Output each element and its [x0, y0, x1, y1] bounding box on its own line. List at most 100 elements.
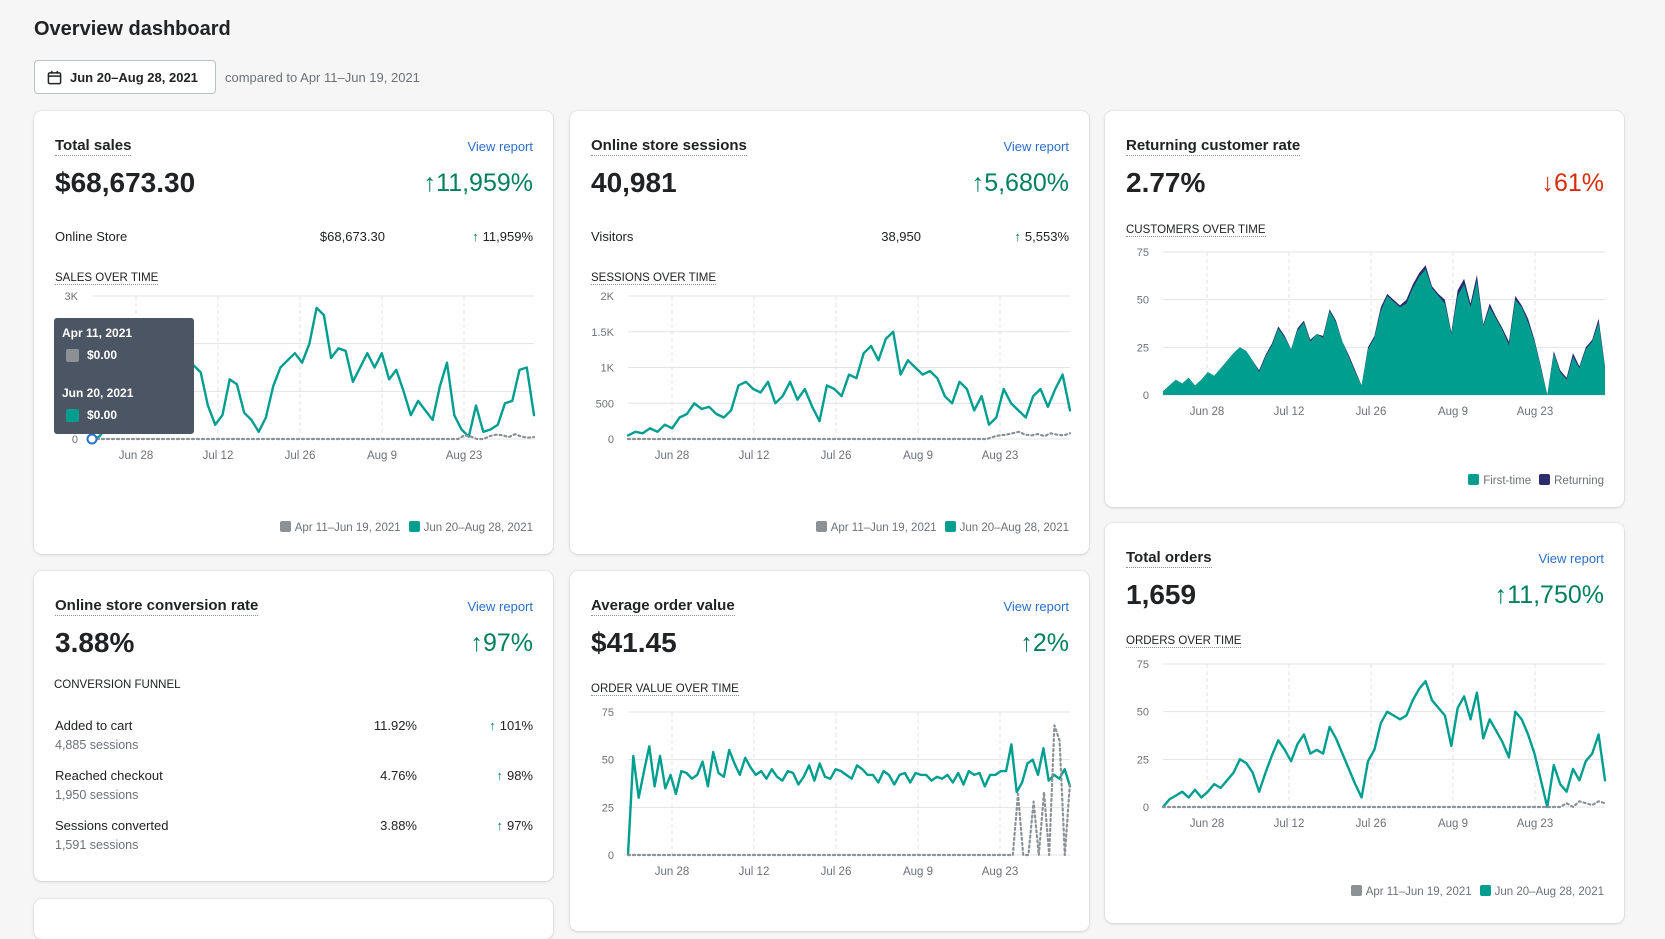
x-tick-label: Jun 28: [1190, 818, 1225, 830]
section-label: CONVERSION FUNNEL: [54, 679, 181, 691]
card-title[interactable]: Online store sessions: [591, 137, 747, 156]
legend-item-returning[interactable]: Returning: [1539, 474, 1604, 487]
card-title[interactable]: Online store conversion rate: [55, 597, 259, 616]
section-label[interactable]: SALES OVER TIME: [55, 272, 159, 285]
breakdown-value: 38,950: [881, 229, 921, 244]
x-tick-label: Aug 9: [903, 450, 933, 462]
metric-change: ↓61%: [1541, 169, 1604, 197]
series-previous-line: [1161, 800, 1607, 809]
x-tick-label: Aug 23: [1517, 406, 1553, 418]
metric-change: ↑11,959%: [423, 169, 533, 197]
view-report-link[interactable]: View report: [1003, 139, 1069, 154]
legend-item-current[interactable]: Jun 20–Aug 28, 2021: [1479, 885, 1604, 898]
x-tick-label: Jul 12: [739, 450, 770, 462]
legend-item-first-time[interactable]: First-time: [1468, 474, 1531, 487]
series-current-line: [1161, 680, 1607, 809]
x-tick-label: Aug 23: [982, 450, 1018, 462]
view-report-link[interactable]: View report: [467, 599, 533, 614]
y-tick-label: 25: [602, 802, 614, 814]
funnel-row-pct: 4.76%: [380, 768, 417, 783]
total-orders-card: Total orders View report 1,659 ↑11,750% …: [1105, 523, 1624, 923]
section-label[interactable]: ORDER VALUE OVER TIME: [591, 683, 739, 696]
customers-chart[interactable]: 75 50 25 0 Jun 28 Jul 12 Jul 26 Aug 9 Aug 23: [1105, 247, 1624, 447]
funnel-row-label: Sessions converted: [55, 818, 169, 833]
funnel-row-pct: 11.92%: [373, 718, 417, 733]
y-tick-label: 2K: [601, 291, 615, 303]
section-label[interactable]: CUSTOMERS OVER TIME: [1126, 224, 1266, 237]
metric-value: $41.45: [591, 627, 677, 658]
card-title[interactable]: Returning customer rate: [1126, 137, 1301, 156]
breakdown-label: Online Store: [55, 229, 128, 244]
order-value-chart[interactable]: 75 50 25 0 Jun 28 Jul 12 Jul 26 Aug 9 Aug 23: [570, 707, 1089, 907]
x-tick-label: Aug 9: [1438, 818, 1468, 830]
metric-value: $68,673.30: [55, 167, 196, 198]
y-tick-label: 25: [1137, 342, 1149, 354]
legend-item-previous[interactable]: Apr 11–Jun 19, 2021: [279, 521, 401, 534]
funnel-row-label: Added to cart: [55, 718, 133, 733]
metric-change: ↑11,750%: [1494, 581, 1604, 609]
x-tick-label: Jul 26: [821, 866, 852, 878]
sessions-chart[interactable]: 2K 1.5K 1K 500 0 Jun 28 Jul 12 Jul 26 Aug 9 Aug 2…: [570, 291, 1089, 491]
card-title[interactable]: Total sales: [55, 137, 132, 156]
x-tick-label: Jun 28: [655, 866, 690, 878]
y-tick-label: 0: [72, 434, 78, 446]
x-tick-label: Jul 12: [1274, 406, 1305, 418]
view-report-link[interactable]: View report: [1003, 599, 1069, 614]
page-title: Overview dashboard: [34, 18, 231, 40]
x-tick-label: Jul 26: [1356, 818, 1387, 830]
tooltip-value: $0.00: [66, 408, 117, 422]
series-current-line: [626, 743, 1072, 857]
x-tick-label: Jul 12: [1274, 818, 1305, 830]
y-tick-label: 0: [1143, 802, 1149, 814]
metric-change: ↑2%: [1020, 629, 1069, 657]
x-tick-label: Jun 28: [1190, 406, 1225, 418]
legend-item-current[interactable]: Jun 20–Aug 28, 2021: [408, 521, 533, 534]
card-title[interactable]: Total orders: [1126, 549, 1212, 568]
next-card: [34, 899, 553, 939]
funnel-row-pct: 3.88%: [380, 818, 417, 833]
orders-chart[interactable]: 75 50 25 0 Jun 28 Jul 12 Jul 26 Aug 9 Aug 23: [1105, 659, 1624, 859]
legend-item-previous[interactable]: Apr 11–Jun 19, 2021: [815, 521, 937, 534]
average-order-value-card: Average order value View report $41.45 ↑…: [570, 571, 1089, 931]
x-tick-label: Jun 28: [119, 450, 154, 462]
legend-item-previous[interactable]: Apr 11–Jun 19, 2021: [1350, 885, 1472, 898]
y-tick-label: 500: [596, 398, 614, 410]
total-sales-card: Total sales View report $68,673.30 ↑11,9…: [34, 111, 553, 554]
sessions-card: Online store sessions View report 40,981…: [570, 111, 1089, 554]
metric-value: 2.77%: [1126, 167, 1206, 198]
x-tick-label: Aug 9: [1438, 406, 1468, 418]
date-range-label: Jun 20–Aug 28, 2021: [70, 69, 198, 85]
x-tick-label: Jun 28: [655, 450, 690, 462]
returning-customer-card: Returning customer rate 2.77% ↓61% CUSTO…: [1105, 111, 1624, 507]
y-tick-label: 75: [1137, 659, 1149, 671]
x-tick-label: Jul 12: [203, 450, 234, 462]
funnel-row-sessions: 1,591 sessions: [55, 838, 139, 852]
y-tick-label: 50: [1137, 707, 1149, 719]
chart-legend: First-time Returning: [1468, 474, 1604, 487]
y-tick-label: 0: [1143, 390, 1149, 402]
arrow-up-icon: ↑: [496, 768, 503, 783]
series-previous-line: [626, 724, 1072, 857]
y-tick-label: 50: [602, 755, 614, 767]
x-tick-label: Jul 12: [739, 866, 770, 878]
metric-change: ↑5,680%: [971, 169, 1069, 197]
legend-item-current[interactable]: Jun 20–Aug 28, 2021: [944, 521, 1069, 534]
section-label[interactable]: SESSIONS OVER TIME: [591, 272, 717, 285]
y-tick-label: 3K: [65, 291, 79, 303]
card-title[interactable]: Average order value: [591, 597, 735, 616]
y-tick-label: 75: [602, 707, 614, 719]
y-tick-label: 0: [608, 850, 614, 862]
x-tick-label: Jul 26: [821, 450, 852, 462]
view-report-link[interactable]: View report: [1538, 551, 1604, 566]
view-report-link[interactable]: View report: [467, 139, 533, 154]
funnel-row-sessions: 1,950 sessions: [55, 788, 139, 802]
y-tick-label: 75: [1137, 247, 1149, 259]
chart-legend: Apr 11–Jun 19, 2021 Jun 20–Aug 28, 2021: [815, 521, 1069, 534]
section-label[interactable]: ORDERS OVER TIME: [1126, 635, 1242, 648]
y-tick-label: 1K: [601, 363, 615, 375]
series-current-line: [626, 330, 1072, 437]
chart-legend: Apr 11–Jun 19, 2021 Jun 20–Aug 28, 2021: [1350, 885, 1604, 898]
x-tick-label: Aug 9: [903, 866, 933, 878]
date-range-button[interactable]: Jun 20–Aug 28, 2021: [34, 60, 216, 94]
x-tick-label: Aug 9: [367, 450, 397, 462]
